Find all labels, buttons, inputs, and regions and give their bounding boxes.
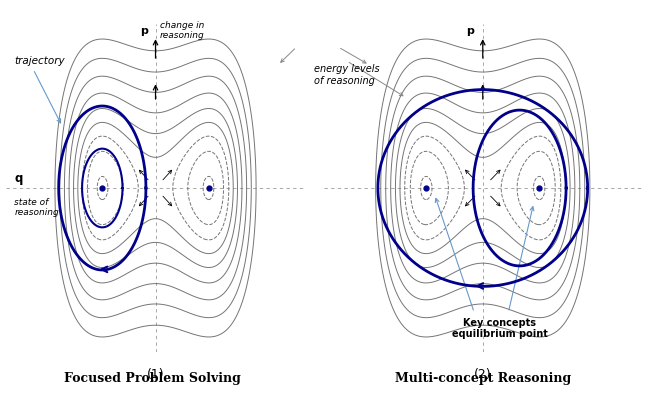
Text: p: p [467, 26, 474, 36]
Text: state of
reasoning: state of reasoning [14, 198, 59, 217]
Text: Key concepts
equilibrium point: Key concepts equilibrium point [452, 318, 548, 339]
Text: Multi-concept Reasoning: Multi-concept Reasoning [395, 372, 571, 385]
Text: (1): (1) [146, 368, 165, 382]
Text: change in
reasoning: change in reasoning [160, 21, 205, 40]
Text: p: p [140, 26, 148, 36]
Text: q: q [14, 172, 23, 185]
Text: Focused Problem Solving: Focused Problem Solving [64, 372, 240, 385]
Text: energy levels
of reasoning: energy levels of reasoning [314, 64, 380, 86]
Text: (2): (2) [474, 368, 492, 382]
Text: trajectory: trajectory [14, 56, 65, 66]
